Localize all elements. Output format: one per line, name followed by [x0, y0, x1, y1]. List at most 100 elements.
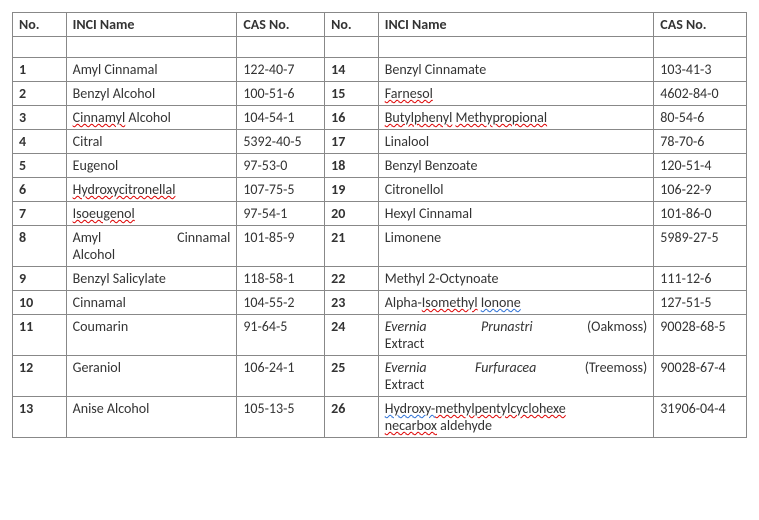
cell-no-right: 18 [325, 154, 379, 178]
cell-cas-left: 91-64-5 [237, 315, 325, 356]
cell-name-right: Evernia Furfuracea (Treemoss)Extract [378, 356, 654, 397]
cell-no-right: 23 [325, 291, 379, 315]
cell-cas-right: 111-12-6 [654, 267, 747, 291]
col-cas-left: CAS No. [237, 13, 325, 37]
cell-name-left: Cinnamyl Alcohol [66, 106, 237, 130]
cell-name-right: Limonene [378, 226, 654, 267]
cell-no-right: 26 [325, 397, 379, 438]
cell-cas-left: 100-51-6 [237, 82, 325, 106]
table-row: 8Amyl CinnamalAlcohol101-85-921Limonene5… [13, 226, 747, 267]
cell-cas-right: 78-70-6 [654, 130, 747, 154]
cell-name-right: Hydroxy-methylpentylcyclohexenecarbox al… [378, 397, 654, 438]
cell-cas-left: 5392-40-5 [237, 130, 325, 154]
cell-no-right: 15 [325, 82, 379, 106]
cell-name-right: Alpha-Isomethyl Ionone [378, 291, 654, 315]
table-row: 11Coumarin91-64-524Evernia Prunastri (Oa… [13, 315, 747, 356]
col-no-left: No. [13, 13, 67, 37]
table-row: 10Cinnamal104-55-223Alpha-Isomethyl Iono… [13, 291, 747, 315]
cell-name-left: Anise Alcohol [66, 397, 237, 438]
cell-cas-right: 127-51-5 [654, 291, 747, 315]
cell-cas-left: 122-40-7 [237, 58, 325, 82]
cell-name-right: Citronellol [378, 178, 654, 202]
cell-no-right: 22 [325, 267, 379, 291]
table-row: 5Eugenol97-53-018Benzyl Benzoate120-51-4 [13, 154, 747, 178]
cell-name-left: Benzyl Alcohol [66, 82, 237, 106]
cell-no-right: 21 [325, 226, 379, 267]
cell-no-right: 14 [325, 58, 379, 82]
col-name-left: INCI Name [66, 13, 237, 37]
cell-name-right: Methyl 2-Octynoate [378, 267, 654, 291]
cell-cas-left: 104-54-1 [237, 106, 325, 130]
cell-no-left: 12 [13, 356, 67, 397]
cell-cas-right: 5989-27-5 [654, 226, 747, 267]
cell-cas-right: 101-86-0 [654, 202, 747, 226]
cell-cas-right: 103-41-3 [654, 58, 747, 82]
cell-no-left: 13 [13, 397, 67, 438]
table-row: 2Benzyl Alcohol100-51-615Farnesol4602-84… [13, 82, 747, 106]
cell-name-left: Amyl Cinnamal [66, 58, 237, 82]
cell-cas-left: 105-13-5 [237, 397, 325, 438]
cell-no-right: 17 [325, 130, 379, 154]
cell-cas-right: 31906-04-4 [654, 397, 747, 438]
cell-no-right: 19 [325, 178, 379, 202]
table-row: 3Cinnamyl Alcohol104-54-116Butylphenyl M… [13, 106, 747, 130]
table-row: 12Geraniol106-24-125Evernia Furfuracea (… [13, 356, 747, 397]
cell-cas-left: 107-75-5 [237, 178, 325, 202]
cell-cas-left: 97-54-1 [237, 202, 325, 226]
cell-no-right: 24 [325, 315, 379, 356]
cell-no-right: 20 [325, 202, 379, 226]
cell-no-left: 10 [13, 291, 67, 315]
cell-no-left: 1 [13, 58, 67, 82]
cell-name-right: Evernia Prunastri (Oakmoss)Extract [378, 315, 654, 356]
cell-cas-right: 90028-68-5 [654, 315, 747, 356]
cell-cas-right: 80-54-6 [654, 106, 747, 130]
cell-name-right: Benzyl Cinnamate [378, 58, 654, 82]
cell-name-left: Geraniol [66, 356, 237, 397]
cell-name-left: Isoeugenol [66, 202, 237, 226]
cell-no-left: 7 [13, 202, 67, 226]
col-name-right: INCI Name [378, 13, 654, 37]
cell-name-right: Benzyl Benzoate [378, 154, 654, 178]
cell-no-left: 8 [13, 226, 67, 267]
cell-cas-left: 118-58-1 [237, 267, 325, 291]
table-body: 1Amyl Cinnamal122-40-714Benzyl Cinnamate… [13, 58, 747, 438]
cell-no-left: 9 [13, 267, 67, 291]
table-row: 7Isoeugenol97-54-120Hexyl Cinnamal101-86… [13, 202, 747, 226]
cell-no-left: 2 [13, 82, 67, 106]
table-row: 1Amyl Cinnamal122-40-714Benzyl Cinnamate… [13, 58, 747, 82]
cell-name-right: Farnesol [378, 82, 654, 106]
cell-cas-right: 90028-67-4 [654, 356, 747, 397]
cell-cas-left: 106-24-1 [237, 356, 325, 397]
cell-cas-right: 106-22-9 [654, 178, 747, 202]
table-row: 4Citral5392-40-517Linalool78-70-6 [13, 130, 747, 154]
cell-no-left: 3 [13, 106, 67, 130]
cell-no-left: 6 [13, 178, 67, 202]
table-row: 13Anise Alcohol105-13-526Hydroxy-methylp… [13, 397, 747, 438]
cell-cas-right: 4602-84-0 [654, 82, 747, 106]
table-row: 6Hydroxycitronellal107-75-519Citronellol… [13, 178, 747, 202]
cell-no-right: 25 [325, 356, 379, 397]
cell-name-left: Hydroxycitronellal [66, 178, 237, 202]
cell-name-left: Coumarin [66, 315, 237, 356]
cell-no-left: 4 [13, 130, 67, 154]
cell-name-left: Citral [66, 130, 237, 154]
cell-name-right: Linalool [378, 130, 654, 154]
cell-name-left: Benzyl Salicylate [66, 267, 237, 291]
cell-name-right: Butylphenyl Methypropional [378, 106, 654, 130]
cell-name-right: Hexyl Cinnamal [378, 202, 654, 226]
col-no-right: No. [325, 13, 379, 37]
cell-no-left: 11 [13, 315, 67, 356]
allergen-table: No. INCI Name CAS No. No. INCI Name CAS … [12, 12, 747, 438]
cell-name-left: Amyl CinnamalAlcohol [66, 226, 237, 267]
cell-name-left: Eugenol [66, 154, 237, 178]
header-spacer-row [13, 37, 747, 58]
cell-no-left: 5 [13, 154, 67, 178]
table-header: No. INCI Name CAS No. No. INCI Name CAS … [13, 13, 747, 58]
col-cas-right: CAS No. [654, 13, 747, 37]
table-row: 9Benzyl Salicylate118-58-122Methyl 2-Oct… [13, 267, 747, 291]
cell-cas-left: 101-85-9 [237, 226, 325, 267]
cell-cas-right: 120-51-4 [654, 154, 747, 178]
cell-cas-left: 97-53-0 [237, 154, 325, 178]
cell-cas-left: 104-55-2 [237, 291, 325, 315]
cell-no-right: 16 [325, 106, 379, 130]
